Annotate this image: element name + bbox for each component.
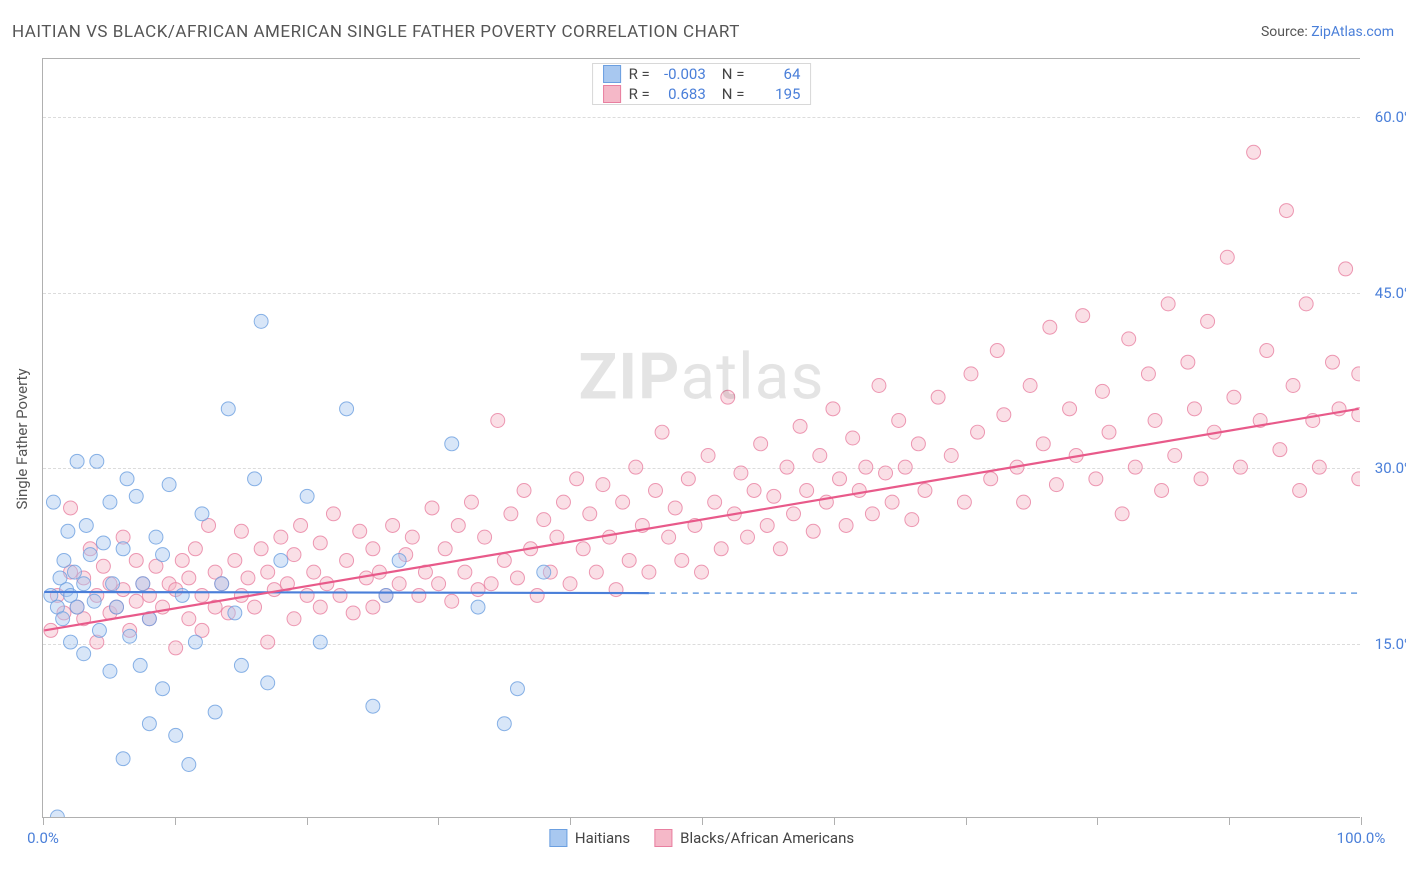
- source-attribution: Source: ZipAtlas.com: [1261, 24, 1394, 40]
- x-tick-label: 0.0%: [27, 829, 59, 847]
- swatch-a2: [549, 829, 567, 847]
- stats-row-b: R = 0.683 N = 195: [593, 84, 811, 104]
- regression-lines: [43, 59, 1360, 817]
- x-tick: [1229, 817, 1230, 825]
- legend-item-a: Haitians: [549, 829, 630, 847]
- source-link[interactable]: ZipAtlas.com: [1311, 24, 1394, 40]
- x-tick: [175, 817, 176, 825]
- stats-legend: R = -0.003 N = 64 R = 0.683 N = 195: [592, 63, 812, 105]
- y-tick-label: 60.0%: [1375, 108, 1406, 126]
- x-tick: [1097, 817, 1098, 825]
- x-tick: [1361, 817, 1362, 825]
- stats-row-a: R = -0.003 N = 64: [593, 64, 811, 84]
- x-tick: [570, 817, 571, 825]
- x-tick-label: 100.0%: [1337, 829, 1386, 847]
- swatch-b: [603, 85, 621, 103]
- x-tick: [438, 817, 439, 825]
- y-tick-label: 30.0%: [1375, 459, 1406, 477]
- legend-item-b: Blacks/African Americans: [654, 829, 854, 847]
- chart-title: HAITIAN VS BLACK/AFRICAN AMERICAN SINGLE…: [12, 22, 740, 42]
- y-tick-label: 15.0%: [1375, 635, 1406, 653]
- x-tick: [966, 817, 967, 825]
- x-tick: [702, 817, 703, 825]
- x-tick: [307, 817, 308, 825]
- swatch-a: [603, 65, 621, 83]
- swatch-b2: [654, 829, 672, 847]
- y-axis-title: Single Father Poverty: [13, 368, 31, 509]
- series-legend: Haitians Blacks/African Americans: [549, 829, 854, 847]
- plot-area: ZIPatlas R = -0.003 N = 64 R = 0.683 N =…: [42, 58, 1360, 818]
- y-tick-label: 45.0%: [1375, 284, 1406, 302]
- x-tick: [834, 817, 835, 825]
- x-tick: [43, 817, 44, 825]
